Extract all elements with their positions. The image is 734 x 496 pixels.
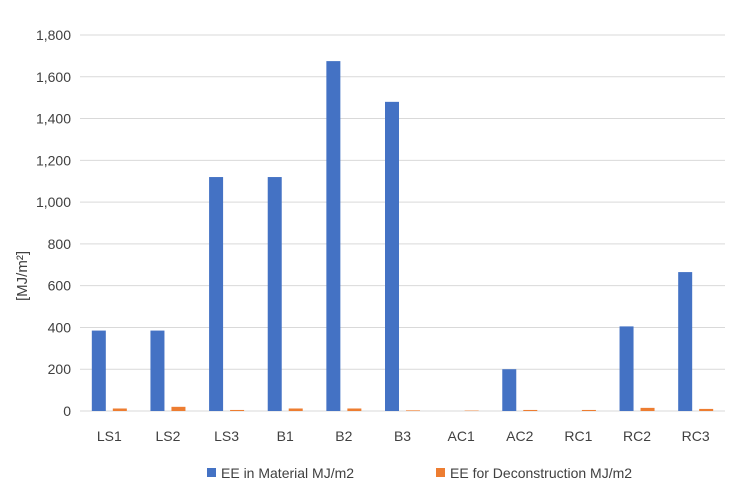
y-tick-label: 200 — [48, 361, 72, 377]
x-category-label: LS2 — [155, 428, 180, 444]
bar-ee-deconstruction-ls2 — [171, 407, 185, 411]
y-tick-label: 1,000 — [36, 194, 71, 210]
bar-ee-deconstruction-rc2 — [641, 408, 655, 411]
x-category-label: RC3 — [682, 428, 710, 444]
legend: EE in Material MJ/m2 EE for Deconstructio… — [207, 465, 632, 481]
bar-ee-material-b3 — [385, 102, 399, 411]
bars — [92, 61, 713, 411]
x-category-label: LS1 — [97, 428, 122, 444]
x-category-label: AC2 — [506, 428, 533, 444]
legend-swatch-ee-deconstruction — [436, 468, 445, 477]
x-category-label: LS3 — [214, 428, 239, 444]
bar-ee-deconstruction-ls3 — [230, 410, 244, 411]
y-axis-tick-labels: 0 200 400 600 800 1,000 1,200 1,400 1,600 1,800 — [36, 27, 71, 419]
x-category-label: RC2 — [623, 428, 651, 444]
y-tick-label: 1,600 — [36, 69, 71, 85]
legend-label-ee-deconstruction: EE for Deconstruction MJ/m2 — [450, 465, 632, 481]
bar-ee-deconstruction-b3 — [406, 410, 420, 411]
x-category-label: B1 — [277, 428, 294, 444]
y-tick-label: 400 — [48, 319, 72, 335]
x-category-label: B2 — [335, 428, 352, 444]
bar-ee-material-ls3 — [209, 177, 223, 411]
y-tick-label: 1,200 — [36, 152, 71, 168]
x-axis-category-labels: LS1 LS2 LS3 B1 B2 B3 AC1 AC2 RC1 RC2 RC3 — [97, 428, 710, 444]
bar-ee-deconstruction-rc1 — [582, 410, 596, 411]
bar-ee-material-ls1 — [92, 331, 106, 411]
y-tick-label: 800 — [48, 236, 72, 252]
bar-ee-deconstruction-b1 — [289, 408, 303, 411]
x-category-label: AC1 — [448, 428, 475, 444]
bar-ee-deconstruction-ac2 — [523, 410, 537, 411]
y-tick-label: 1,400 — [36, 111, 71, 127]
bar-ee-material-b2 — [326, 61, 340, 411]
y-tick-label: 600 — [48, 278, 72, 294]
bar-ee-material-ls2 — [150, 331, 164, 411]
x-category-label: B3 — [394, 428, 411, 444]
bar-ee-material-rc2 — [620, 326, 634, 411]
y-tick-label: 0 — [63, 403, 71, 419]
legend-swatch-ee-material — [207, 468, 216, 477]
bar-ee-material-ac2 — [502, 369, 516, 411]
bar-ee-deconstruction-b2 — [347, 408, 361, 411]
y-axis-title: [MJ/m²] — [14, 251, 31, 301]
bar-ee-deconstruction-ls1 — [113, 408, 127, 411]
y-tick-label: 1,800 — [36, 27, 71, 43]
bar-ee-deconstruction-rc3 — [699, 409, 713, 411]
legend-label-ee-material: EE in Material MJ/m2 — [221, 465, 354, 481]
bar-ee-material-b1 — [268, 177, 282, 411]
x-category-label: RC1 — [564, 428, 592, 444]
bar-ee-material-rc3 — [678, 272, 692, 411]
